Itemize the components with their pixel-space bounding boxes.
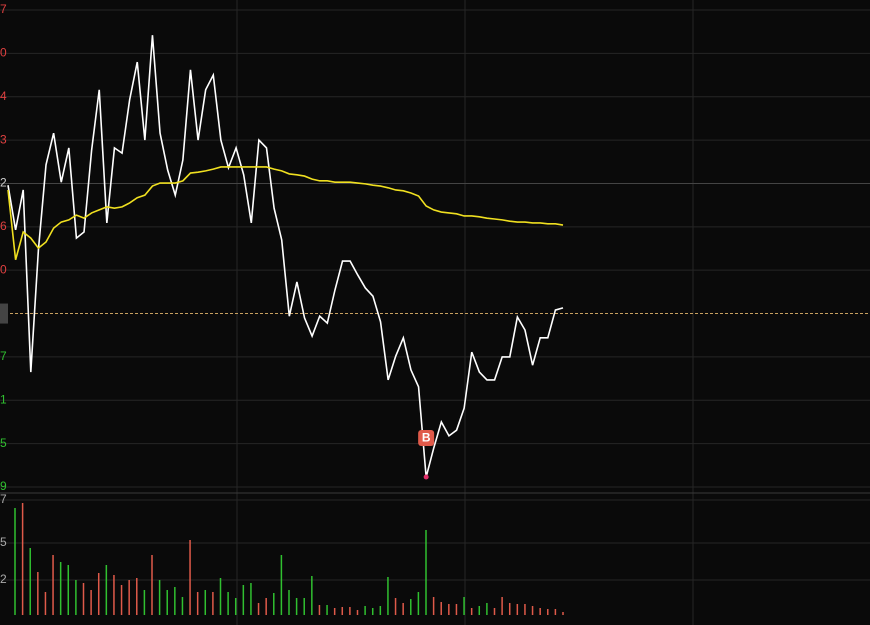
price-line (7, 166, 564, 260)
volume-bar (250, 583, 252, 615)
volume-bar (234, 598, 237, 615)
volume-bar (82, 583, 85, 615)
y-tick-label: 7 (0, 2, 7, 16)
volume-bar (166, 590, 168, 615)
volume-bar (273, 593, 275, 615)
volume-bar (417, 592, 420, 615)
volume-bar (212, 592, 214, 615)
volume-bar (539, 608, 541, 615)
volume-bar (174, 587, 176, 615)
volume-bar (67, 565, 70, 615)
y-tick-label: 2 (0, 176, 7, 190)
y-tick-label: 1 (0, 392, 7, 406)
y-tick-label: 0 (0, 262, 7, 276)
volume-bar (387, 577, 389, 615)
annotation-label: B (422, 431, 431, 445)
volume-bar (333, 608, 336, 615)
volume-bar (356, 610, 359, 615)
volume-bar (311, 576, 313, 615)
volume-bar (136, 578, 138, 615)
volume-bar (29, 548, 31, 615)
volume-bar (21, 503, 24, 615)
volume-bar (219, 578, 222, 615)
volume-bar (478, 606, 481, 615)
volume-bar (181, 597, 184, 615)
volume-bar (425, 530, 427, 615)
volume-bar (120, 585, 123, 615)
volume-bar (14, 508, 16, 615)
volume-bar (143, 590, 146, 615)
annotation-dot (423, 474, 429, 480)
volume-bar (44, 592, 47, 615)
volume-bar (189, 540, 191, 615)
volume-bar (440, 602, 442, 615)
volume-bar (341, 607, 344, 615)
volume-bar (470, 608, 473, 615)
volume-bar (531, 606, 534, 615)
volume-bar (455, 604, 458, 615)
volume-bar (158, 580, 161, 615)
volume-bar (242, 585, 245, 615)
y-tick-label: 5 (0, 436, 7, 450)
volume-bar (37, 572, 39, 615)
y-tick-label: 4 (0, 89, 7, 103)
volume-bar (288, 590, 290, 615)
volume-bar (227, 592, 229, 615)
volume-bar (204, 590, 207, 615)
volume-bar (371, 608, 374, 615)
volume-bar (349, 607, 351, 615)
volume-bar (318, 605, 321, 615)
volume-tick-label: 5 (0, 535, 7, 549)
volume-tick-label: 7 (0, 492, 7, 506)
volume-bar (501, 597, 503, 615)
volume-bar (508, 603, 511, 615)
y-tick-label: 3 (0, 132, 7, 146)
volume-bar (280, 555, 283, 615)
volume-bar (554, 609, 557, 615)
volume-bar (113, 575, 115, 615)
y-tick-label: 7 (0, 349, 7, 363)
volume-bar (303, 598, 305, 615)
volume-bar (516, 604, 519, 615)
volume-bar (379, 606, 382, 615)
volume-bar (326, 605, 328, 615)
volume-bar (128, 580, 130, 615)
volume-bar (59, 562, 62, 615)
volume-bar (493, 608, 496, 615)
volume-bar (486, 603, 488, 615)
volume-bar (432, 597, 435, 615)
volume-bar (410, 599, 412, 615)
price-line (7, 35, 564, 478)
volume-bar (105, 565, 108, 615)
volume-bar (448, 604, 450, 615)
volume-tick-label: 2 (0, 572, 7, 586)
volume-bar (463, 597, 465, 615)
volume-bar (524, 604, 526, 615)
volume-bar (151, 555, 153, 615)
volume-bar (257, 603, 260, 615)
volume-bar (562, 612, 564, 615)
reference-box (0, 303, 8, 324)
y-tick-label: 9 (0, 479, 7, 493)
volume-bar (52, 555, 54, 615)
volume-bar (265, 598, 267, 615)
volume-bar (364, 606, 366, 615)
volume-bar (394, 598, 397, 615)
volume-bar (196, 592, 199, 615)
volume-bar (547, 609, 549, 615)
volume-bar (97, 573, 100, 615)
volume-bar (295, 598, 298, 615)
y-tick-label: 6 (0, 219, 7, 233)
volume-bar (90, 590, 92, 615)
annotation-badge (418, 430, 435, 447)
volume-bar (402, 603, 404, 615)
volume-bar (75, 580, 77, 615)
y-tick-label: 0 (0, 46, 7, 60)
